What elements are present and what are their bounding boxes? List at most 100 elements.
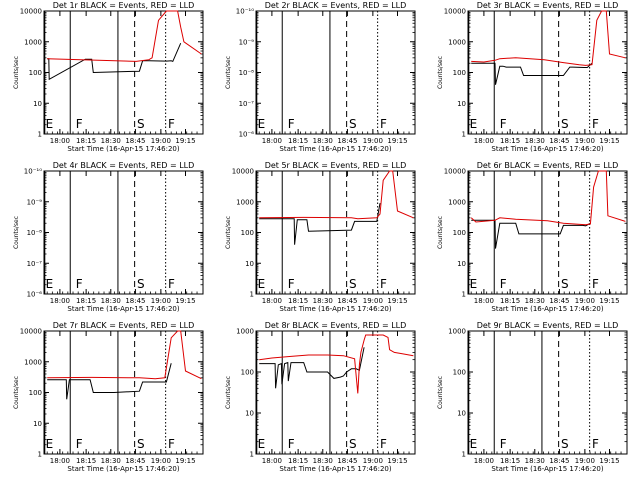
panel-det-6: Det 6r BLACK = Events, RED = LLD 1 10 100 10…: [437, 161, 628, 313]
y-tick-label: 100: [453, 69, 466, 77]
event-marker: F: [76, 277, 83, 291]
series-line-lld: [47, 10, 202, 62]
y-tick-label: 10: [457, 100, 466, 108]
y-axis-label: Counts/sec: [437, 56, 444, 89]
x-tick-label: 19:15: [599, 137, 619, 145]
event-marker: F: [500, 117, 507, 131]
x-tick-label: 18:30: [313, 457, 333, 465]
series-line-events: [259, 203, 381, 245]
series-line-lld: [259, 170, 414, 220]
event-marker: F: [168, 437, 175, 451]
panel-title: Det 3r BLACK = Events, RED = LLD: [477, 1, 619, 10]
x-tick-label: 19:15: [175, 297, 195, 305]
y-tick-label: 100: [453, 369, 466, 377]
x-tick-label: 18:00: [262, 297, 282, 305]
event-marker: F: [288, 117, 295, 131]
y-axis-label: Counts/sec: [225, 376, 232, 409]
y-tick-label: 10000: [444, 168, 466, 176]
y-tick-label: 10: [245, 410, 254, 418]
event-marker: E: [470, 117, 478, 131]
plot-frame: [467, 330, 628, 455]
x-tick-label: 19:00: [151, 297, 171, 305]
event-marker: F: [500, 437, 507, 451]
series-line-events: [471, 62, 593, 85]
event-marker: S: [349, 277, 357, 291]
y-tick-label: 10⁻⁸: [27, 229, 43, 237]
y-tick-label: 10: [245, 260, 254, 268]
panel-det-7: Det 7r BLACK = Events, RED = LLD 1 10 100 10…: [13, 321, 204, 473]
y-tick-label: 10000: [444, 8, 466, 16]
x-tick-label: 19:00: [575, 137, 595, 145]
y-tick-label: 10⁻⁹: [239, 38, 255, 46]
panel-title: Det 8r BLACK = Events, RED = LLD: [265, 321, 407, 330]
x-tick-label: 18:30: [101, 137, 121, 145]
y-tick-label: 10⁻¹⁰: [236, 8, 254, 16]
panel-title: Det 1r BLACK = Events, RED = LLD: [53, 1, 195, 10]
y-tick-label: 1: [462, 291, 466, 299]
series-line-events: [471, 219, 591, 249]
y-tick-label: 10: [33, 420, 42, 428]
y-axis-label: Counts/sec: [437, 216, 444, 249]
x-tick-label: 18:15: [288, 457, 308, 465]
y-tick-label: 10⁻⁷: [27, 260, 43, 268]
x-axis-label: Start Time (16-Apr-15 17:46:20): [279, 465, 391, 473]
y-tick-label: 1: [250, 451, 254, 459]
y-tick-label: 1000: [448, 328, 466, 336]
y-tick-label: 1000: [24, 358, 42, 366]
series-line-lld: [259, 334, 414, 394]
y-tick-label: 100: [241, 369, 254, 377]
event-marker: S: [561, 117, 569, 131]
series-line-events: [47, 363, 172, 400]
x-tick-label: 18:15: [76, 137, 96, 145]
x-tick-label: 18:45: [337, 297, 357, 305]
x-axis-label: Start Time (16-Apr-15 17:46:20): [67, 305, 179, 313]
event-marker: F: [288, 277, 295, 291]
x-tick-label: 19:15: [175, 137, 195, 145]
x-axis-label: Start Time (16-Apr-15 17:46:20): [491, 465, 603, 473]
event-marker: E: [258, 277, 266, 291]
y-tick-label: 10: [33, 100, 42, 108]
x-tick-label: 18:00: [474, 137, 494, 145]
x-tick-label: 19:15: [599, 457, 619, 465]
x-tick-label: 18:30: [101, 297, 121, 305]
y-axis-label: Counts/sec: [13, 216, 20, 249]
event-marker: E: [46, 277, 54, 291]
y-axis-label: Counts/sec: [13, 376, 20, 409]
series-line-lld: [470, 170, 626, 226]
y-tick-label: 1000: [448, 38, 466, 46]
event-marker: E: [258, 117, 266, 131]
x-tick-label: 18:30: [313, 137, 333, 145]
x-tick-label: 19:15: [387, 137, 407, 145]
x-tick-label: 18:15: [500, 137, 520, 145]
x-tick-label: 18:15: [500, 297, 520, 305]
y-tick-label: 10⁻⁹: [27, 198, 43, 206]
x-tick-label: 19:00: [151, 137, 171, 145]
event-marker: F: [380, 277, 387, 291]
y-tick-label: 10000: [232, 168, 254, 176]
y-tick-label: 1: [462, 131, 466, 139]
x-tick-label: 18:00: [474, 297, 494, 305]
event-marker: E: [46, 437, 54, 451]
y-tick-label: 1: [250, 291, 254, 299]
series-line-events: [259, 347, 365, 389]
x-tick-label: 18:45: [125, 457, 145, 465]
x-tick-label: 18:30: [525, 137, 545, 145]
x-tick-label: 18:45: [549, 297, 569, 305]
x-tick-label: 18:00: [50, 137, 70, 145]
x-tick-label: 18:00: [262, 457, 282, 465]
x-tick-label: 18:15: [76, 297, 96, 305]
event-marker: F: [168, 277, 175, 291]
y-axis-label: Counts/sec: [437, 376, 444, 409]
y-tick-label: 10⁻⁸: [239, 69, 255, 77]
x-axis-label: Start Time (16-Apr-15 17:46:20): [279, 305, 391, 313]
x-tick-label: 19:00: [363, 297, 383, 305]
x-tick-label: 18:45: [125, 297, 145, 305]
x-tick-label: 18:00: [262, 137, 282, 145]
x-tick-label: 19:00: [575, 297, 595, 305]
plot-frame: [467, 10, 628, 135]
y-tick-label: 10⁻⁶: [239, 131, 255, 139]
y-tick-label: 100: [29, 69, 42, 77]
y-tick-label: 10: [457, 260, 466, 268]
x-tick-label: 19:00: [363, 457, 383, 465]
event-marker: S: [349, 437, 357, 451]
